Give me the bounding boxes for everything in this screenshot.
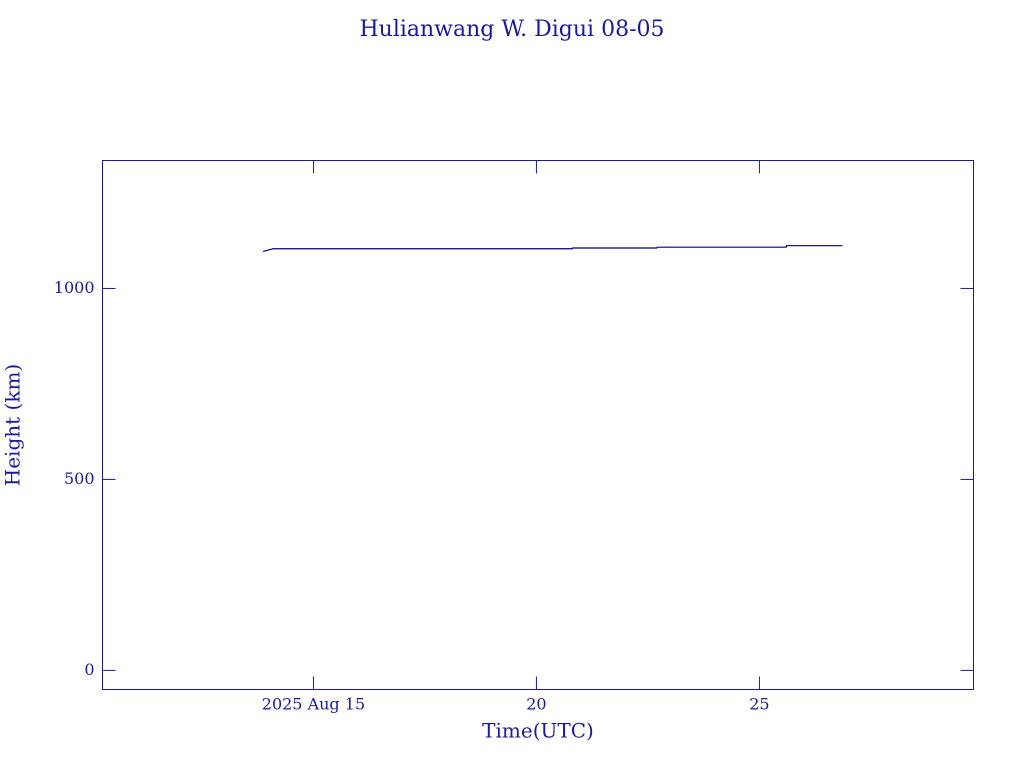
x-axis-label: Time(UTC) — [482, 719, 594, 743]
y-tick-label: 0 — [84, 660, 94, 679]
chart-title: Hulianwang W. Digui 08-05 — [359, 17, 664, 42]
y-tick-label: 1000 — [54, 278, 95, 297]
y-axis-label: Height (km) — [1, 364, 25, 486]
plot-frame — [102, 160, 974, 690]
x-tick-label: 25 — [749, 695, 769, 714]
y-tick-label: 500 — [64, 469, 95, 488]
x-tick-label: 2025 Aug 15 — [262, 695, 365, 714]
x-tick-label: 20 — [526, 695, 546, 714]
data-line — [262, 245, 843, 252]
